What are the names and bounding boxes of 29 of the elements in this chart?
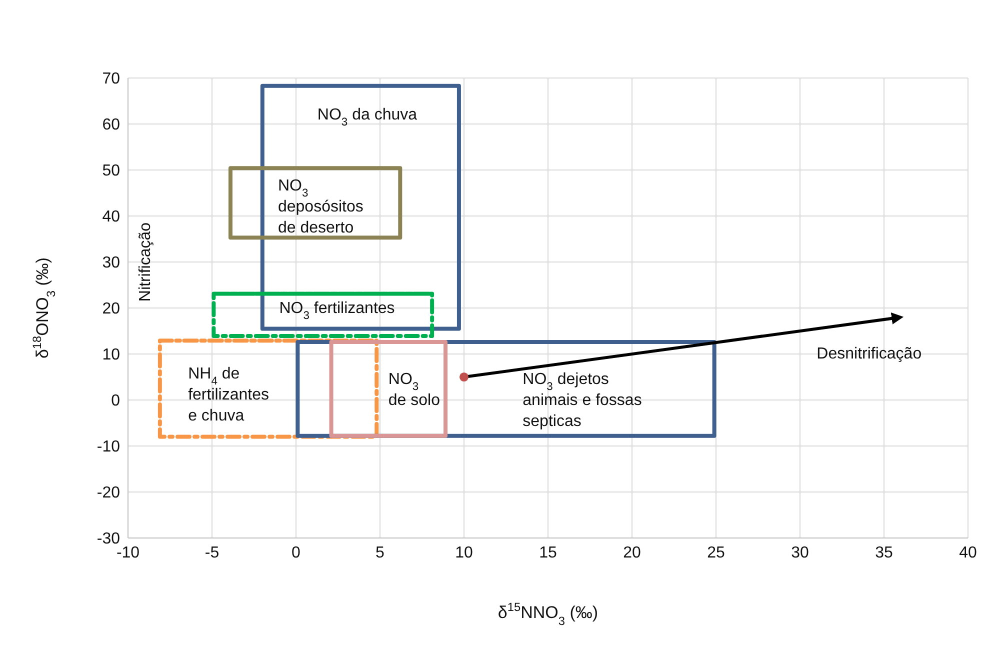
- y-tick-label: 40: [102, 208, 120, 226]
- series-label: Desnitrificação: [816, 346, 922, 363]
- x-tick-label: 15: [539, 544, 557, 562]
- x-tick-label: 40: [959, 544, 977, 562]
- x-tick-label: 10: [455, 544, 473, 562]
- y-tick-label: 20: [102, 300, 120, 318]
- x-tick-label: 30: [791, 544, 809, 562]
- series-label: NO$_{3}$ deposósitos de deserto: [278, 177, 364, 236]
- y-tick-label: 50: [102, 162, 120, 180]
- x-tick-label: 25: [707, 544, 725, 562]
- y-tick-label: 30: [102, 254, 120, 272]
- series-label: NO$_{3}$ fertilizantes: [279, 300, 395, 322]
- x-tick-label: -5: [204, 544, 220, 562]
- x-tick-label: 5: [376, 544, 385, 562]
- x-tick-label: 35: [875, 544, 893, 562]
- y-tick-label: 0: [111, 392, 120, 410]
- y-tick-label: 10: [102, 346, 120, 364]
- series-label: NO$_{3}$ dejetos animais e fossas septicas: [522, 371, 642, 430]
- series-label: NO$_{3}$ de solo: [388, 371, 440, 410]
- series-label: NO$_{3}$ da chuva: [317, 106, 418, 128]
- x-tick-label: 20: [623, 544, 641, 562]
- y-tick-label: -10: [96, 438, 120, 456]
- annotation: Nitrificação: [137, 222, 154, 302]
- y-tick-label: -20: [96, 484, 120, 502]
- x-tick-label: 0: [292, 544, 301, 562]
- series-label: NH$_{4}$ de fertilizantes e chuva: [188, 366, 270, 425]
- x-axis-title: δ$^{15}$NNO$_{3}$ (‰): [498, 600, 598, 628]
- y-tick-label: 60: [102, 116, 120, 134]
- y-tick-label: 70: [102, 70, 120, 88]
